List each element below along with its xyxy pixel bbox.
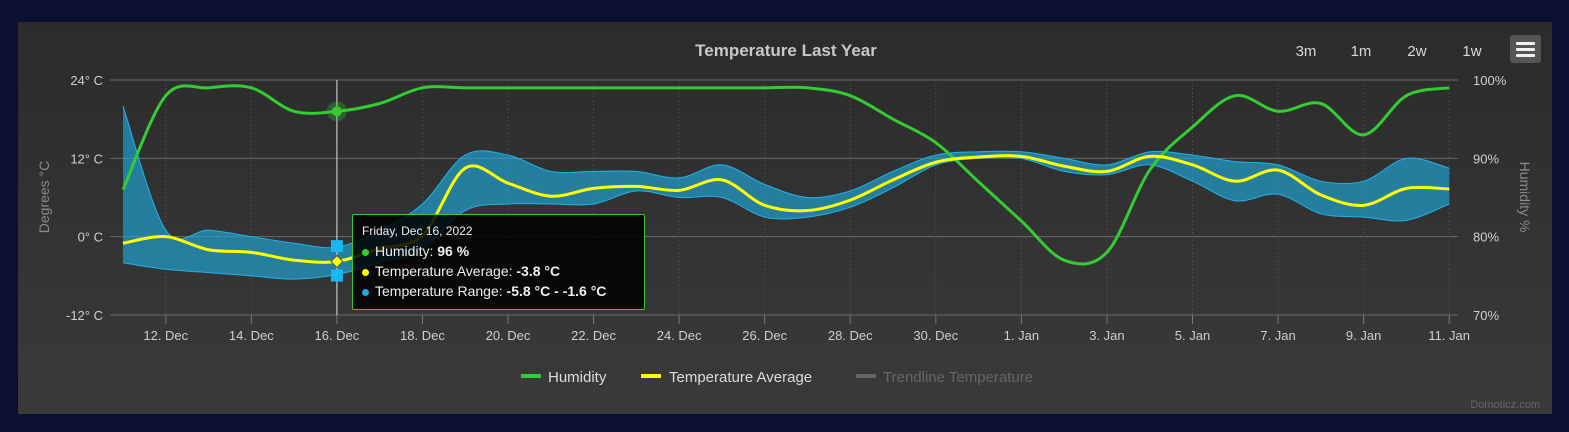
range-button-3m[interactable]: 3m	[1296, 43, 1317, 60]
tooltip-average-label: Temperature Average:	[375, 263, 517, 279]
x-tick-label: 18. Dec	[400, 328, 445, 343]
tooltip-humidity-label: Humidity:	[375, 243, 438, 259]
legend-humidity-label[interactable]: Humidity	[548, 369, 607, 386]
x-tick-label: 30. Dec	[913, 328, 958, 343]
x-tick-label: 16. Dec	[314, 328, 359, 343]
credit-link[interactable]: Domoticz.com	[1470, 399, 1540, 411]
range-button-1m[interactable]: 1m	[1351, 43, 1372, 60]
x-tick-label: 22. Dec	[571, 328, 616, 343]
legend-item-trendline[interactable]: Trendline Temperature	[856, 369, 1033, 386]
menu-hamburger-icon[interactable]	[1510, 35, 1541, 63]
x-tick-label: 12. Dec	[143, 328, 188, 343]
range-button-2w[interactable]: 2w	[1407, 43, 1426, 60]
tooltip-range-value: -5.8 °C - -1.6 °C	[506, 283, 607, 299]
legend-item-humidity[interactable]: Humidity	[521, 369, 607, 386]
y-right-tick-label: 70%	[1473, 308, 1499, 323]
legend-average-label[interactable]: Temperature Average	[669, 369, 812, 386]
x-tick-label: 20. Dec	[486, 328, 531, 343]
y-right-label: Humidity %	[1517, 162, 1533, 233]
tooltip-humidity-value: 96 %	[437, 243, 470, 259]
x-tick-label: 5. Jan	[1175, 328, 1210, 343]
x-tick-label: 7. Jan	[1260, 328, 1295, 343]
x-tick-label: 1. Jan	[1004, 328, 1039, 343]
y-right-tick-label: 100%	[1473, 73, 1507, 88]
humidity-hover-point	[331, 106, 342, 117]
legend-trendline-swatch	[856, 374, 876, 378]
tooltip: Friday, Dec 16, 2022 Humidity: 96 % Temp…	[352, 214, 645, 310]
legend-item-temperature-average[interactable]: Temperature Average	[641, 369, 812, 386]
humidity-dot-icon	[362, 248, 369, 256]
tooltip-date: Friday, Dec 16, 2022	[362, 224, 473, 238]
range-low-hover-point	[330, 269, 343, 282]
range-dot-icon	[362, 288, 369, 296]
legend-humidity-swatch	[521, 374, 541, 378]
x-tick-label: 9. Jan	[1346, 328, 1381, 343]
legend: Humidity Temperature Average Trendline T…	[521, 369, 1033, 386]
chart-title: Temperature Last Year	[695, 41, 877, 60]
x-tick-label: 11. Jan	[1428, 328, 1470, 343]
average-hover-point	[330, 254, 344, 269]
y-right-tick-label: 80%	[1473, 230, 1499, 245]
x-tick-label: 24. Dec	[657, 328, 702, 343]
range-high-hover-point	[330, 240, 343, 253]
y-left-tick-label: 24° C	[70, 73, 103, 88]
y-left-tick-label: 0° C	[78, 230, 103, 245]
x-tick-label: 14. Dec	[229, 328, 274, 343]
y-right-tick-label: 90%	[1473, 151, 1499, 166]
average-dot-icon	[362, 268, 369, 276]
y-left-tick-label: 12° C	[70, 151, 103, 166]
x-tick-label: 3. Jan	[1089, 328, 1124, 343]
x-tick-label: 28. Dec	[828, 328, 873, 343]
tooltip-average-value: -3.8 °C	[516, 263, 561, 279]
temperature-range-high-line	[122, 105, 1450, 249]
tooltip-range-label: Temperature Range:	[375, 283, 507, 299]
range-button-1w[interactable]: 1w	[1462, 43, 1481, 60]
x-tick-label: 26. Dec	[742, 328, 787, 343]
y-left-tick-label: -12° C	[66, 308, 103, 323]
y-left-label: Degrees °C	[36, 161, 52, 234]
legend-trendline-label[interactable]: Trendline Temperature	[883, 369, 1033, 386]
legend-average-swatch	[641, 374, 661, 378]
